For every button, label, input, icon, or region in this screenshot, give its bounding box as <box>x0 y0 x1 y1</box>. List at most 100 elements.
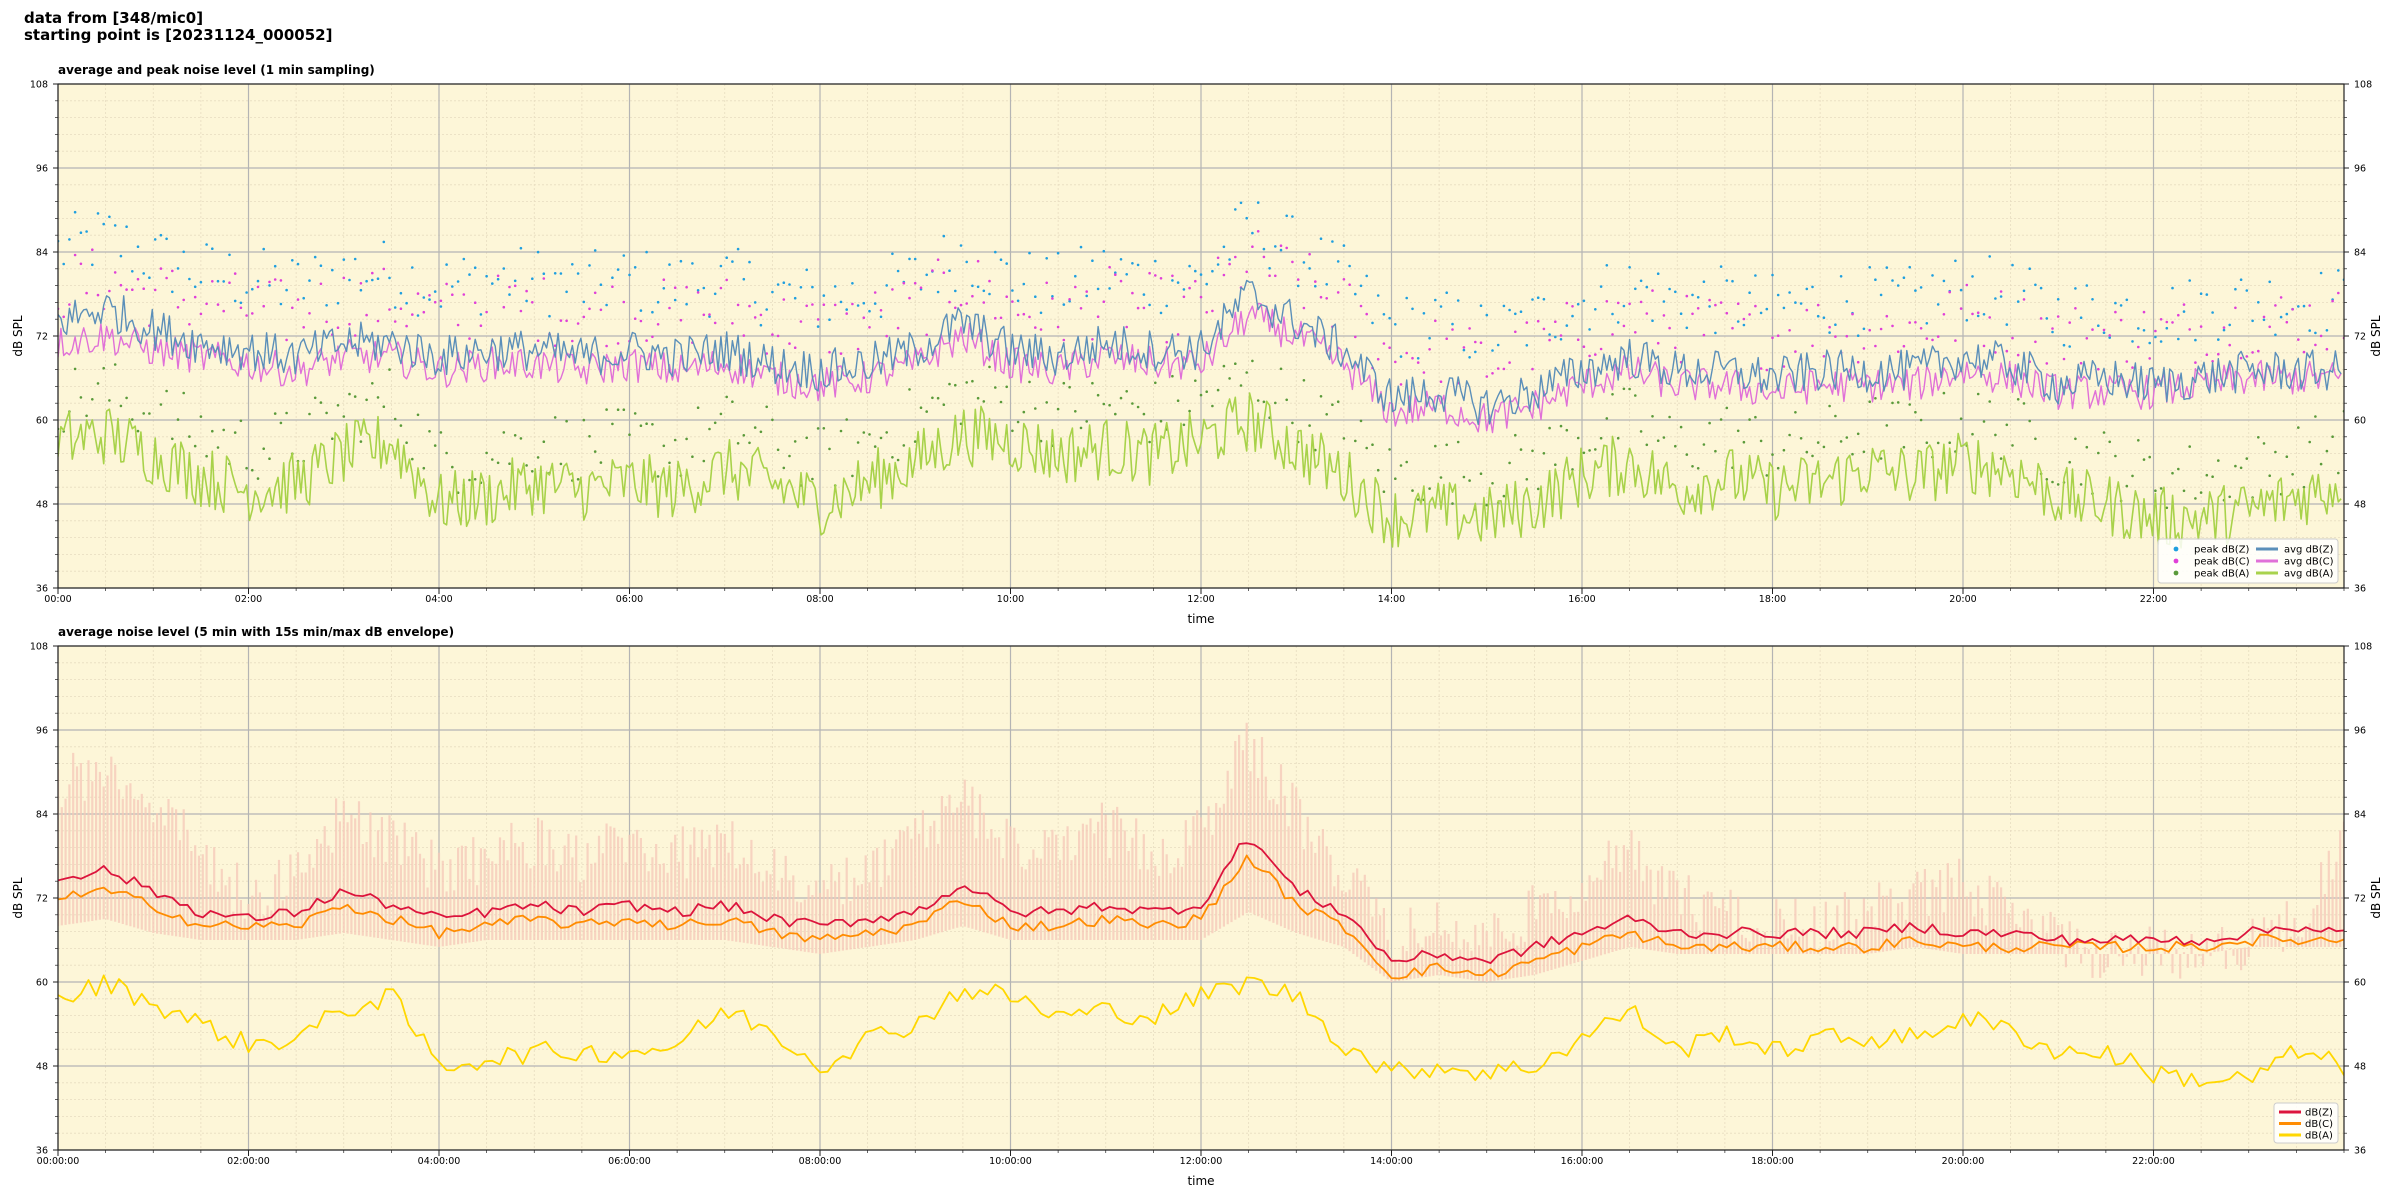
peak-point-c <box>131 288 134 292</box>
peak-point-a <box>1245 371 1248 374</box>
peak-point-c <box>222 309 225 313</box>
peak-point-c <box>1411 356 1414 360</box>
peak-point-z <box>411 266 414 269</box>
peak-point-z <box>1262 247 1266 251</box>
peak-point-a <box>2297 426 2300 429</box>
peak-point-c <box>2074 307 2077 310</box>
peak-point-z <box>1456 299 1460 302</box>
peak-point-a <box>1976 392 1980 396</box>
y-tick-label: 36 <box>36 1146 48 1157</box>
peak-point-z <box>2257 301 2260 304</box>
peak-point-a <box>845 418 848 421</box>
peak-point-c <box>1582 345 1586 349</box>
peak-point-z <box>508 293 511 296</box>
peak-point-a <box>2085 445 2089 449</box>
peak-point-c <box>976 259 980 263</box>
peak-point-c <box>885 334 888 338</box>
peak-point-c <box>605 344 608 348</box>
peak-point-a <box>1102 402 1106 406</box>
peak-point-a <box>856 441 860 444</box>
peak-point-z <box>685 302 688 306</box>
peak-point-c <box>2011 336 2014 340</box>
peak-point-z <box>433 290 437 293</box>
peak-point-c <box>1776 334 1780 338</box>
peak-point-a <box>1994 433 1997 437</box>
peak-point-z <box>393 306 397 309</box>
peak-point-c <box>2097 367 2100 371</box>
peak-point-a <box>1234 362 1237 366</box>
peak-point-z <box>611 276 614 280</box>
peak-point-c <box>519 309 523 313</box>
peak-point-c <box>159 267 163 270</box>
peak-point-c <box>1085 290 1088 293</box>
legend-label: dB(C) <box>2305 1119 2333 1130</box>
peak-point-z <box>1274 245 1277 248</box>
peak-point-a <box>971 379 974 383</box>
peak-point-a <box>1839 440 1843 443</box>
peak-point-a <box>79 396 83 399</box>
peak-point-a <box>73 367 77 371</box>
peak-point-z <box>582 300 586 304</box>
peak-point-z <box>371 278 374 282</box>
peak-point-z <box>153 238 157 241</box>
peak-point-a <box>2319 462 2323 466</box>
peak-point-c <box>451 293 454 297</box>
peak-point-a <box>2274 450 2277 454</box>
peak-point-c <box>136 277 140 281</box>
peak-point-z <box>759 323 763 327</box>
peak-point-a <box>1125 390 1128 393</box>
peak-point-a <box>1056 407 1060 411</box>
y-tick-label: 48 <box>36 1062 48 1073</box>
peak-point-z <box>1959 288 1963 292</box>
peak-point-z <box>856 304 860 307</box>
peak-point-c <box>2154 329 2157 333</box>
peak-point-z <box>988 292 991 296</box>
peak-point-z <box>668 263 671 266</box>
peak-point-a <box>1114 412 1117 416</box>
peak-point-a <box>1519 448 1523 451</box>
peak-point-a <box>251 468 254 472</box>
peak-point-z <box>1834 323 1837 327</box>
peak-point-z <box>1428 336 1431 340</box>
peak-point-a <box>1879 457 1883 460</box>
x-tick-label: 06:00:00 <box>608 1156 651 1167</box>
peak-point-c <box>1862 347 1866 350</box>
peak-point-a <box>485 451 488 455</box>
header-line-2: starting point is [20231124_000052] <box>24 26 333 44</box>
peak-point-c <box>1748 313 1751 316</box>
peak-point-a <box>1216 388 1220 392</box>
peak-point-c <box>1988 316 1991 319</box>
peak-point-c <box>593 291 597 295</box>
peak-point-z <box>1359 284 1363 288</box>
peak-point-c <box>1068 298 1071 301</box>
peak-point-a <box>416 413 420 417</box>
legend-box <box>2157 538 2339 584</box>
peak-point-z <box>1125 273 1128 276</box>
peak-point-a <box>639 424 643 428</box>
peak-point-a <box>1462 475 1466 479</box>
peak-point-a <box>245 466 248 470</box>
peak-point-c <box>2297 338 2300 341</box>
peak-point-z <box>1285 214 1288 218</box>
peak-point-a <box>1828 404 1831 408</box>
peak-point-a <box>239 419 243 423</box>
legend-marker <box>2173 558 2179 564</box>
peak-point-c <box>233 272 237 275</box>
peak-point-z <box>1085 294 1088 298</box>
peak-point-c <box>742 334 746 337</box>
peak-point-c <box>1925 337 1929 340</box>
peak-point-c <box>1296 278 1300 281</box>
peak-point-a <box>593 450 597 453</box>
peak-point-a <box>405 441 408 445</box>
peak-point-z <box>811 285 814 289</box>
peak-point-c <box>1736 302 1740 306</box>
peak-point-z <box>1691 293 1694 297</box>
peak-point-c <box>1496 367 1500 370</box>
peak-point-a <box>576 478 580 481</box>
peak-point-a <box>822 427 826 430</box>
peak-point-z <box>205 243 208 246</box>
peak-point-c <box>2137 345 2140 349</box>
peak-point-c <box>1542 327 1546 331</box>
peak-point-a <box>736 442 740 445</box>
peak-point-a <box>633 412 637 415</box>
